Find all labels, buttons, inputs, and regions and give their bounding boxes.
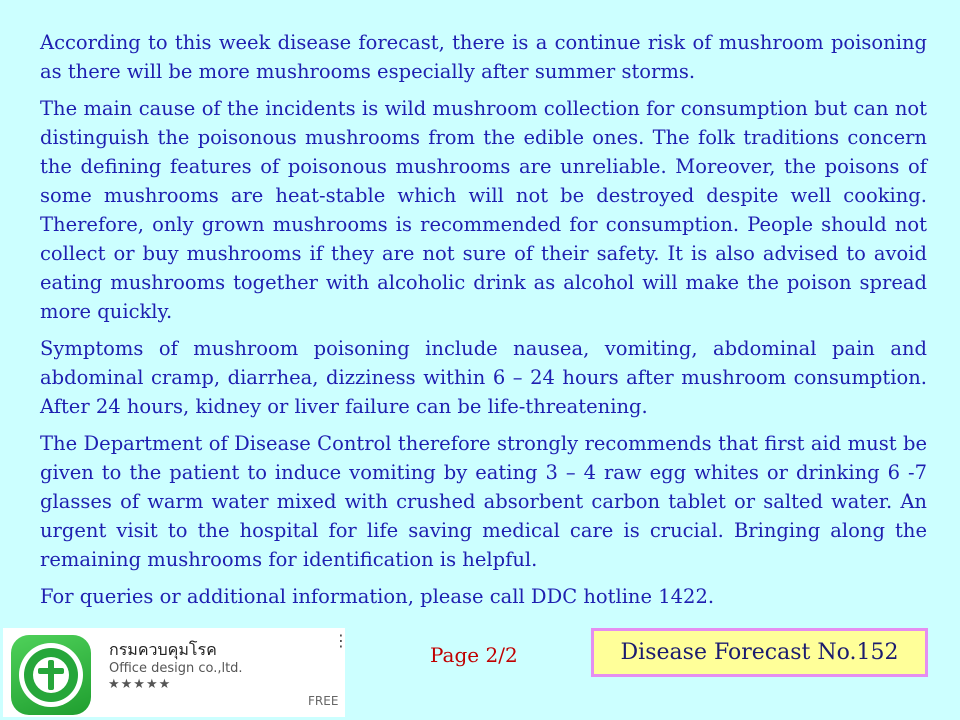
paragraph-hotline: For queries or additional information, p…	[40, 585, 715, 608]
app-developer: Office design co.,ltd.	[109, 661, 243, 676]
article-body: According to this week disease forecast,…	[40, 28, 927, 611]
paragraph-main-cause: The main cause of the incidents is wild …	[40, 97, 927, 323]
paragraph-forecast-risk: According to this week disease forecast,…	[40, 31, 927, 83]
ddc-seal-icon[interactable]	[11, 635, 91, 715]
paragraph-first-aid: The Department of Disease Control theref…	[40, 432, 927, 571]
paragraph-symptoms: Symptoms of mushroom poisoning include n…	[40, 337, 927, 418]
app-name: กรมควบคุมโรค	[109, 640, 217, 659]
more-vert-icon[interactable]: ⋮	[333, 631, 349, 650]
app-store-card[interactable]: กรมควบคุมโรค Office design co.,ltd. ★★★★…	[3, 628, 349, 717]
forecast-number-label: Disease Forecast No.152	[620, 640, 899, 665]
forecast-number-box: Disease Forecast No.152	[591, 628, 928, 677]
page-number: Page 2/2	[430, 643, 518, 667]
app-rating-stars: ★★★★★	[108, 677, 172, 692]
app-price: FREE	[308, 694, 339, 708]
